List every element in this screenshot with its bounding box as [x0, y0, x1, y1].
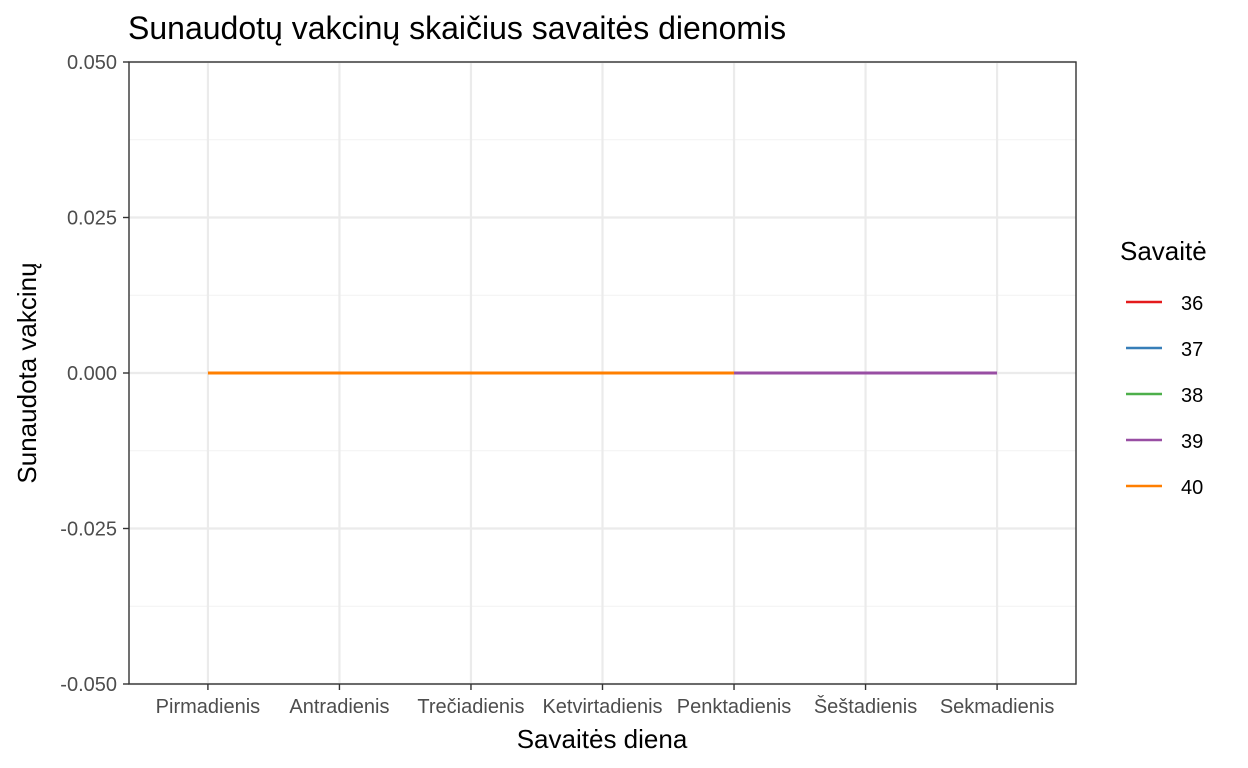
y-tick-label: 0.025 — [67, 208, 117, 230]
legend-items: 36 37 38 39 40 — [1126, 293, 1203, 499]
y-axis: 0.050 0.025 0.000 -0.025 -0.050 — [60, 52, 129, 696]
legend-label: 39 — [1181, 431, 1203, 453]
y-tick-label: -0.025 — [60, 519, 117, 541]
legend: Savaitė 36 37 38 39 40 — [1120, 236, 1207, 499]
y-axis-title: Sunaudota vakcinų — [12, 262, 42, 483]
legend-label: 36 — [1181, 293, 1203, 315]
legend-item-40: 40 — [1126, 477, 1203, 499]
y-tick-label: -0.050 — [60, 674, 117, 696]
legend-label: 40 — [1181, 477, 1203, 499]
x-tick-label: Antradienis — [289, 696, 389, 718]
x-tick-label: Trečiadienis — [417, 696, 524, 718]
x-tick-label: Pirmadienis — [156, 696, 260, 718]
legend-item-36: 36 — [1126, 293, 1203, 315]
legend-item-37: 37 — [1126, 339, 1203, 361]
chart-title: Sunaudotų vakcinų skaičius savaitės dien… — [128, 10, 786, 46]
x-tick-label: Šeštadienis — [814, 695, 917, 718]
legend-item-39: 39 — [1126, 431, 1203, 453]
x-tick-label: Ketvirtadienis — [542, 696, 662, 718]
legend-label: 38 — [1181, 385, 1203, 407]
legend-label: 37 — [1181, 339, 1203, 361]
y-tick-label: 0.050 — [67, 52, 117, 74]
y-tick-label: 0.000 — [67, 363, 117, 385]
x-tick-label: Sekmadienis — [940, 696, 1055, 718]
x-axis: Pirmadienis Antradienis Trečiadienis Ketvir… — [156, 684, 1055, 718]
legend-title: Savaitė — [1120, 236, 1207, 266]
x-tick-label: Penktadienis — [677, 696, 792, 718]
x-axis-title: Savaitės diena — [517, 724, 688, 754]
legend-item-38: 38 — [1126, 385, 1203, 407]
